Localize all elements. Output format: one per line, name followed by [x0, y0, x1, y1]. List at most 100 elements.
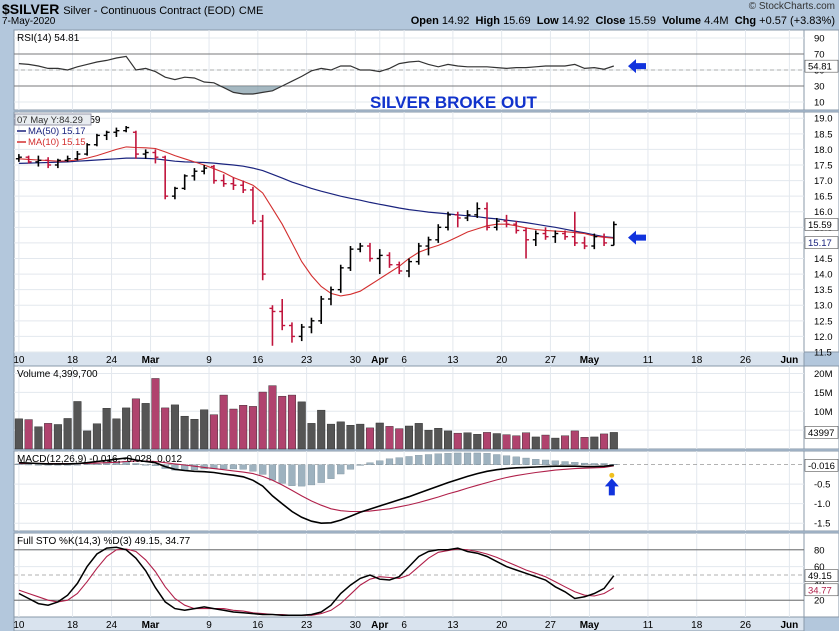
volume-bar	[473, 434, 482, 450]
macd-up-arrow-icon	[604, 478, 619, 496]
volume-bar	[122, 407, 131, 450]
volume-bar	[590, 436, 599, 450]
volume-bar	[444, 430, 453, 450]
macd-signal-line	[18, 460, 614, 513]
y-tick-label: 30	[814, 82, 825, 93]
low-value: 14.92	[561, 15, 590, 27]
price-arrow-icon	[628, 230, 646, 245]
price-axis-bg	[803, 111, 839, 353]
volume-bar	[483, 432, 492, 450]
volume-bar	[502, 434, 511, 450]
exchange: CME	[238, 5, 264, 17]
chg-label: Chg	[734, 15, 757, 27]
hover-label: 07 May Y:84.29	[17, 115, 83, 126]
volume-bar	[346, 425, 355, 450]
macd-histogram-bar	[580, 462, 589, 465]
rsi-arrow-icon	[628, 59, 646, 74]
macd-histogram-bar	[444, 453, 452, 465]
y-tick-label: 12.5	[814, 316, 833, 327]
y-tick-label: 10M	[814, 407, 833, 418]
x-tick-label: 16	[252, 620, 264, 631]
x-tick-label: Apr	[371, 355, 388, 366]
y-tick-label: 20M	[814, 369, 833, 380]
stockcharts-logo: © StockCharts.com	[748, 1, 835, 12]
macd-histogram-bar	[239, 464, 247, 470]
macd-histogram-bar	[132, 463, 140, 465]
volume-bar	[375, 422, 384, 450]
macd-last-tag: -0.016	[808, 461, 835, 472]
y-tick-label: 16.5	[814, 192, 833, 203]
x-tick-label: 20	[496, 620, 508, 631]
close-value: 15.59	[628, 15, 656, 27]
macd-histogram-bar	[298, 464, 306, 487]
x-tick-label: 10	[13, 620, 25, 631]
volume-bar	[492, 433, 501, 450]
volume-bar	[102, 408, 111, 450]
y-tick-label: 16.0	[814, 207, 833, 218]
sto-k-tag-bg	[804, 569, 839, 582]
volume-bar	[541, 434, 550, 450]
sto-d-line	[18, 548, 615, 616]
volume-bar	[248, 406, 257, 450]
macd-histogram-bar	[424, 454, 433, 465]
volume-bar	[326, 423, 335, 450]
ma10-legend-label: MA(10) 15.15	[28, 137, 86, 148]
volume-bar	[73, 401, 82, 450]
y-tick-label: 17.5	[814, 160, 833, 171]
y-tick-label: 13.5	[814, 285, 833, 296]
macd-histogram-bar	[34, 464, 42, 466]
volume-bar	[53, 424, 62, 450]
volume-bar	[434, 428, 443, 450]
ohlc-summary: Open 14.92 High 15.69 Low 14.92 Close 15…	[411, 15, 835, 27]
volume-bar	[600, 433, 609, 450]
macd-histogram-bar	[278, 464, 286, 484]
volume-bar	[44, 423, 53, 450]
y-tick-label: 14.0	[814, 270, 833, 281]
y-tick-label: -1.5	[814, 519, 830, 530]
x-tick-label: 26	[740, 620, 752, 631]
volume-bar	[287, 394, 296, 450]
macd-histogram-bar	[600, 463, 608, 465]
y-tick-label: -0.5	[814, 480, 830, 491]
volume-bar	[219, 394, 228, 450]
price-panel-bg	[13, 111, 805, 353]
x-tick-label: 23	[301, 620, 313, 631]
x-tick-label: 6	[401, 620, 407, 631]
y-tick-label: 10	[814, 98, 825, 109]
x-tick-label: 9	[206, 620, 212, 631]
x-tick-label: 24	[106, 355, 118, 366]
volume-bar	[512, 435, 521, 450]
y-tick-label: 14.5	[814, 254, 833, 265]
volume-bar	[180, 415, 189, 450]
macd-histogram-bar	[434, 453, 442, 465]
macd-histogram-bar	[288, 464, 296, 486]
chg-value: +0.57 (+3.83%)	[759, 15, 835, 27]
volume-bar	[609, 432, 618, 450]
x-axis-strip-bottom	[13, 616, 805, 631]
chart-date: 7-May-2020	[2, 16, 56, 27]
volume-bar	[131, 398, 140, 450]
macd-histogram-bar	[112, 461, 120, 465]
high-value: 15.69	[503, 15, 531, 27]
x-tick-label: May	[580, 355, 600, 366]
x-tick-label: May	[580, 620, 600, 631]
x-axis-strip-top	[13, 351, 805, 367]
volume-bar	[336, 421, 345, 450]
volume-bar	[356, 423, 365, 450]
x-tick-label: 11	[643, 620, 654, 631]
volume-bar	[170, 404, 179, 450]
macd-line	[18, 457, 614, 525]
macd-histogram-bar	[15, 463, 23, 465]
x-tick-label: 30	[350, 355, 362, 366]
x-tick-label: 6	[401, 355, 407, 366]
annotation-text: SILVER BROKE OUT	[370, 93, 537, 112]
macd-histogram-bar	[610, 464, 618, 465]
low-label: Low	[536, 15, 559, 27]
y-tick-label: 13.0	[814, 301, 833, 312]
macd-histogram-bar	[220, 464, 228, 470]
volume-bar	[112, 418, 121, 450]
macd-histogram-bar	[337, 464, 345, 475]
x-tick-label: 11	[643, 355, 654, 366]
rsi-title: RSI(14) 54.81	[17, 33, 80, 44]
volume-bar	[385, 426, 394, 450]
